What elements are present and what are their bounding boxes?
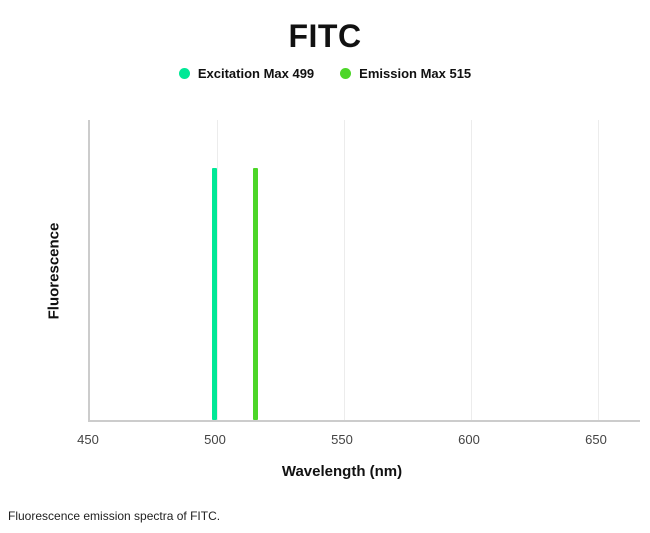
figure-caption: Fluorescence emission spectra of FITC.: [8, 509, 221, 523]
excitation-dot-icon: [178, 68, 190, 79]
x-tick-label: 550: [331, 432, 353, 447]
legend: Excitation Max 499 Emission Max 515: [0, 66, 650, 81]
excitation-peak-line[interactable]: [211, 168, 217, 420]
legend-item-emission[interactable]: Emission Max 515: [340, 66, 471, 81]
gridline-x-500: [217, 120, 218, 420]
legend-item-excitation[interactable]: Excitation Max 499: [178, 66, 315, 81]
x-tick-label: 600: [458, 432, 480, 447]
legend-item-label: Excitation Max 499: [197, 66, 315, 81]
x-axis-ticks: 450 500 550 600 650: [0, 432, 650, 450]
plot-area: [88, 120, 640, 422]
legend-item-label: Emission Max 515: [359, 66, 472, 81]
x-axis-label: Wavelength (nm): [281, 463, 403, 480]
emission-dot-icon: [340, 68, 352, 79]
x-tick-label: 650: [585, 432, 607, 447]
x-tick-label: 500: [204, 432, 226, 447]
gridline-x-550: [344, 120, 345, 420]
y-axis-label: Fluorescence: [45, 222, 63, 320]
emission-peak-line[interactable]: [252, 168, 258, 420]
gridline-x-650: [598, 120, 599, 420]
page-title: FITC: [288, 18, 362, 54]
gridline-x-600: [471, 120, 472, 420]
x-tick-label: 450: [77, 432, 99, 447]
